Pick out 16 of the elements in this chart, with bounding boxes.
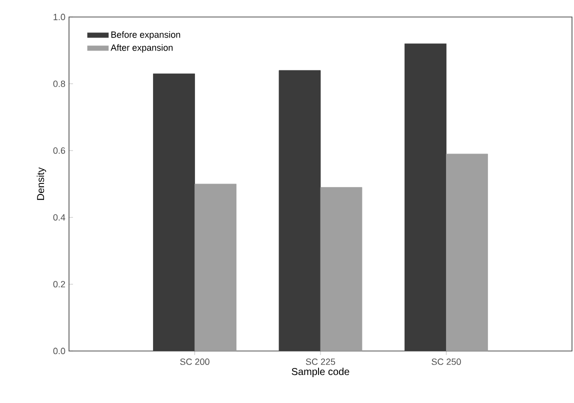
x-tick-label: SC 200 bbox=[180, 358, 210, 365]
y-axis-title: Density bbox=[36, 167, 46, 200]
y-tick-label: 0.0 bbox=[53, 348, 66, 354]
x-tick-label: SC 225 bbox=[306, 358, 336, 365]
legend-label: Before expansion bbox=[111, 31, 180, 40]
bar bbox=[153, 74, 195, 351]
x-axis-title: Sample code bbox=[292, 368, 350, 378]
bar bbox=[404, 44, 446, 351]
y-tick-label: 0.6 bbox=[53, 147, 66, 154]
y-tick-label: 1.0 bbox=[54, 14, 66, 20]
x-tick-label: SC 250 bbox=[432, 358, 461, 365]
y-tick-label: 0.2 bbox=[53, 280, 66, 288]
legend-label: After expansion bbox=[110, 44, 173, 53]
bar bbox=[278, 70, 321, 351]
y-tick-label: 0.8 bbox=[53, 80, 66, 87]
y-tick-label: 0.4 bbox=[53, 214, 66, 221]
